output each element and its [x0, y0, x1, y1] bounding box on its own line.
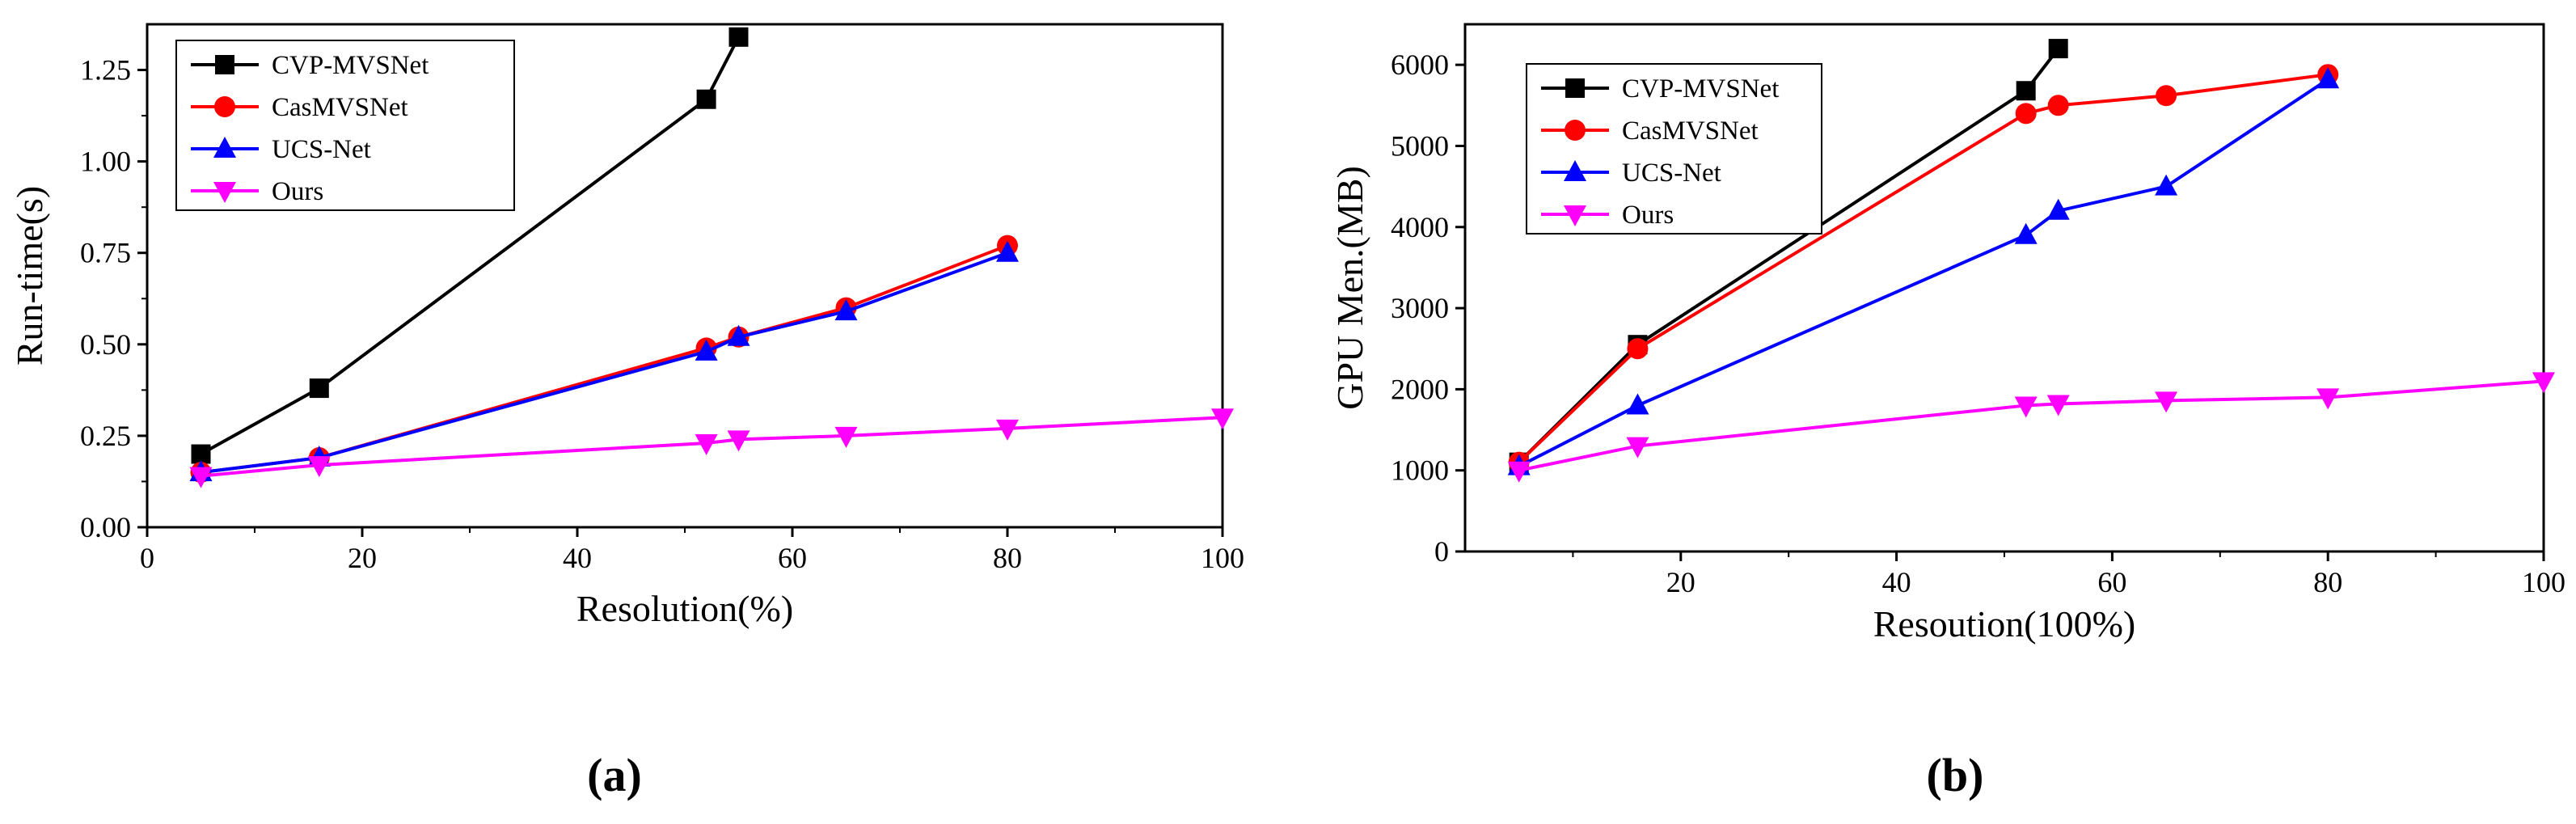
legend-label-casmvsnet: CasMVSNet [1622, 116, 1759, 146]
panel-b-gpu-memory-chart: 20 40 60 80 1000100020003000400050006000Reso… [1329, 23, 2565, 801]
legend-marker-ours [213, 182, 236, 203]
x-tick-label: 80 [2313, 566, 2342, 598]
data-point-ours [307, 456, 331, 478]
data-point-ucs-net [727, 324, 750, 346]
x-tick-label: 20 [348, 542, 377, 574]
y-tick-label: 1.00 [80, 146, 131, 178]
data-point-ucs-net [2046, 198, 2070, 220]
x-axis-label: Resoution(100%) [1873, 603, 2136, 644]
x-tick-label: 40 [563, 542, 592, 574]
x-tick-label: 100 [1201, 542, 1244, 574]
legend-marker-cvp-mvsnet [215, 55, 234, 74]
panel-caption: (a) [587, 749, 642, 801]
x-tick-label: 0 [140, 542, 154, 574]
data-point-ucs-net [1626, 393, 1649, 415]
data-point-ours [996, 419, 1019, 441]
series-casmvsnet [190, 235, 1018, 484]
x-tick-label: 80 [993, 542, 1022, 574]
x-tick-label: 60 [2097, 566, 2126, 598]
y-tick-label: 0.50 [80, 328, 131, 361]
data-point-ours [2046, 395, 2070, 416]
data-point-ours [189, 467, 213, 488]
legend-label-cvp-mvsnet: CVP-MVSNet [1622, 74, 1779, 104]
series-line-casmvsnet [201, 243, 1008, 475]
data-point-ours [1507, 461, 1531, 483]
series-ours [1507, 372, 2555, 483]
series-ucs-net [189, 240, 1019, 482]
data-point-cvp-mvsnet [728, 27, 749, 47]
panel-caption: (b) [1927, 749, 1984, 801]
y-tick-label: 0.25 [80, 420, 131, 452]
y-tick-label: 3000 [1391, 292, 1449, 324]
series-line-cvp-mvsnet [200, 36, 741, 456]
data-point-ours [1211, 408, 1234, 430]
data-point-ours [2014, 396, 2038, 418]
y-tick-label: 2000 [1391, 373, 1449, 405]
legend-label-ucs-net: UCS-Net [1622, 158, 1721, 188]
data-point-ucs-net [834, 299, 858, 321]
data-point-casmvsnet [2156, 85, 2177, 107]
y-tick-label: 6000 [1391, 49, 1449, 81]
x-tick-label: 60 [778, 542, 807, 574]
data-point-ours [727, 430, 750, 452]
data-point-cvp-mvsnet [696, 89, 716, 109]
legend-marker-ucs-net [1564, 160, 1586, 181]
data-point-ours [834, 426, 858, 448]
data-point-ours [2532, 372, 2555, 394]
series-line-ucs-net [1518, 78, 2329, 468]
series-line-casmvsnet [1518, 73, 2329, 464]
data-point-ucs-net [2316, 67, 2340, 89]
data-point-cvp-mvsnet [309, 378, 329, 399]
x-tick-label: 20 [1666, 566, 1696, 598]
y-axis-label: Run-time(s) [9, 186, 50, 366]
data-point-cvp-mvsnet [2048, 39, 2068, 59]
y-tick-label: 1.25 [80, 54, 131, 87]
y-axis-label: GPU Men.(MB) [1329, 166, 1370, 410]
data-point-ours [2316, 388, 2340, 410]
data-point-ours [695, 433, 718, 455]
data-point-ucs-net [2014, 222, 2038, 244]
y-tick-label: 0.00 [80, 511, 131, 543]
legend: CVP-MVSNet CasMVSNet UCS-Net Ours [1526, 63, 1822, 235]
y-tick-label: 4000 [1391, 211, 1449, 243]
data-point-casmvsnet [2047, 95, 2069, 116]
data-point-ucs-net [996, 240, 1019, 262]
data-point-ucs-net [695, 339, 718, 361]
legend-marker-ucs-net [213, 137, 236, 158]
legend-marker-cvp-mvsnet [1565, 78, 1585, 98]
legend-label-casmvsnet: CasMVSNet [272, 93, 408, 122]
legend: CVP-MVSNet CasMVSNet UCS-Net Ours [175, 40, 515, 211]
x-axis-label: Resolution(%) [576, 588, 793, 629]
x-tick-label: 40 [1882, 566, 1911, 598]
y-tick-label: 1000 [1391, 454, 1449, 487]
data-point-ours [2155, 391, 2178, 413]
data-point-casmvsnet [1627, 338, 1649, 360]
legend-label-cvp-mvsnet: CVP-MVSNet [272, 51, 429, 80]
data-point-ours [1626, 437, 1649, 458]
legend-marker-casmvsnet [214, 96, 235, 117]
series-ucs-net [1507, 67, 2340, 475]
series-line-ucs-net [201, 251, 1008, 475]
legend-label-ours: Ours [1622, 201, 1674, 230]
series-ours [189, 408, 1234, 488]
legend-marker-casmvsnet [1565, 120, 1586, 141]
y-tick-label: 0 [1434, 535, 1449, 568]
data-point-cvp-mvsnet [2016, 81, 2036, 101]
panel-a-runtime-chart: 0 20 40 60 80 100 0.00 0.25 0.50 0.75 1.00 1.25 Reso… [9, 23, 1244, 801]
legend-label-ucs-net: UCS-Net [272, 135, 371, 164]
y-tick-label: 5000 [1391, 129, 1449, 162]
data-point-casmvsnet [2015, 103, 2037, 125]
legend-label-ours: Ours [272, 177, 323, 206]
legend-marker-ours [1564, 205, 1586, 226]
series-line-ours [1518, 379, 2544, 472]
x-tick-label: 100 [2522, 566, 2565, 598]
data-point-ucs-net [2155, 174, 2178, 196]
y-tick-label: 0.75 [80, 237, 131, 269]
